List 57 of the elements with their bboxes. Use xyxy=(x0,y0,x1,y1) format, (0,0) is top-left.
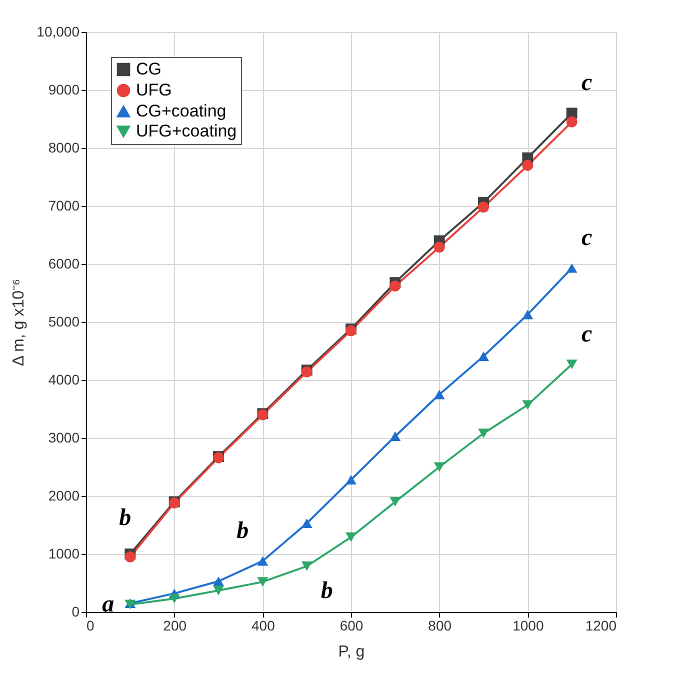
x-tick-label: 0 xyxy=(86,618,94,634)
annotation: a xyxy=(102,591,114,618)
x-tick-label: 600 xyxy=(340,618,364,634)
point xyxy=(434,242,445,253)
y-tick-label: 9000 xyxy=(48,82,80,98)
legend-label: CG+coating xyxy=(136,102,226,120)
x-tick-label: 200 xyxy=(163,618,187,634)
annotation: b xyxy=(236,518,249,544)
point xyxy=(522,310,534,320)
y-tick-label: 4000 xyxy=(48,372,80,388)
point xyxy=(346,532,356,542)
y-tick-label: 2000 xyxy=(48,488,80,504)
x-tick-label: 400 xyxy=(251,618,276,634)
legend-label: CG xyxy=(136,60,162,78)
x-tick-label: 1000 xyxy=(512,618,544,634)
legend-label: UFG xyxy=(136,80,172,100)
y-tick-label: 5000 xyxy=(48,314,80,330)
annotation: c xyxy=(582,321,593,348)
point xyxy=(301,518,312,528)
point xyxy=(522,160,534,171)
y-tick-label: 6000 xyxy=(48,256,80,272)
x-tick-label: 1200 xyxy=(585,618,617,634)
point xyxy=(257,556,268,566)
point xyxy=(434,390,445,400)
annotation: b xyxy=(320,578,333,604)
annotation: c xyxy=(582,225,593,252)
annotation: c xyxy=(582,70,593,96)
annotation: b xyxy=(119,505,132,531)
point xyxy=(566,116,578,128)
point xyxy=(213,576,224,586)
y-tick-label: 10,000 xyxy=(36,24,80,40)
y-tick-label: 0 xyxy=(72,604,80,620)
point xyxy=(390,280,401,292)
point xyxy=(168,594,180,604)
y-axis-title: Δ m, g x10⁻⁶ xyxy=(10,278,28,366)
point xyxy=(124,551,136,562)
x-axis-title: P, g xyxy=(338,644,365,660)
point xyxy=(434,462,445,472)
point xyxy=(346,475,356,485)
y-tick-label: 7000 xyxy=(48,198,80,214)
point xyxy=(478,428,489,438)
x-tick-label: 800 xyxy=(428,618,452,634)
y-tick-label: 8000 xyxy=(48,140,80,156)
point xyxy=(301,561,312,571)
y-tick-label: 3000 xyxy=(48,430,80,446)
point xyxy=(390,497,401,507)
point xyxy=(566,360,578,370)
point xyxy=(566,108,578,119)
y-tick-label: 1000 xyxy=(48,546,80,562)
legend-label: UFG+coating xyxy=(136,122,237,140)
point xyxy=(566,263,578,273)
point xyxy=(522,400,534,410)
point xyxy=(390,432,401,442)
point xyxy=(478,351,489,361)
point xyxy=(257,577,268,587)
point xyxy=(478,202,489,213)
point xyxy=(213,586,224,596)
